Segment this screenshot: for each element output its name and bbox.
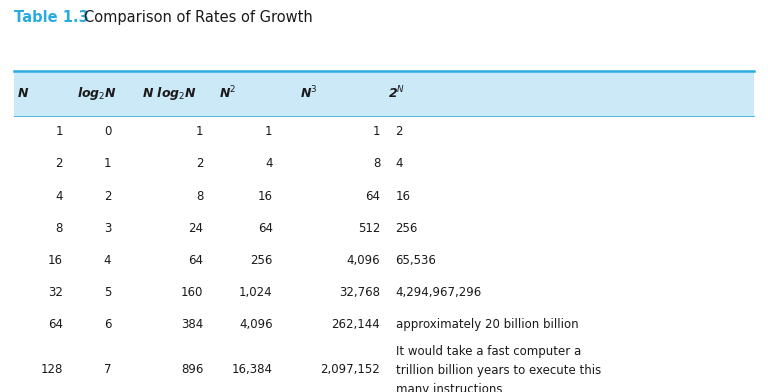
Text: 1: 1 [55,125,63,138]
Text: 6: 6 [104,318,111,331]
Text: 1: 1 [265,125,273,138]
Bar [14,71,754,116]
Text: 1: 1 [104,157,111,171]
Text: log$_2$N: log$_2$N [77,85,117,102]
Text: N$^3$: N$^3$ [300,85,317,102]
Text: 2: 2 [196,157,204,171]
Text: 256: 256 [250,254,273,267]
Text: 64: 64 [257,221,273,235]
Text: 2,097,152: 2,097,152 [320,363,380,376]
Text: 32,768: 32,768 [339,286,380,299]
Text: 4,096: 4,096 [346,254,380,267]
Text: 512: 512 [358,221,380,235]
Text: Comparison of Rates of Growth: Comparison of Rates of Growth [84,10,313,25]
Text: 4,096: 4,096 [239,318,273,331]
Text: 64: 64 [48,318,63,331]
Text: 160: 160 [181,286,204,299]
Text: 4: 4 [104,254,111,267]
Text: 0: 0 [104,125,111,138]
Text: 384: 384 [181,318,204,331]
Text: 4: 4 [55,189,63,203]
Text: 8: 8 [372,157,380,171]
Text: 128: 128 [41,363,63,376]
Text: 16: 16 [48,254,63,267]
Text: 256: 256 [396,221,418,235]
Text: 7: 7 [104,363,111,376]
Text: 5: 5 [104,286,111,299]
Text: Table 1.3: Table 1.3 [14,10,88,25]
Text: 2: 2 [104,189,111,203]
Text: N log$_2$N: N log$_2$N [142,85,197,102]
Text: 2$^N$: 2$^N$ [388,85,405,102]
Text: 262,144: 262,144 [332,318,380,331]
Text: 4: 4 [396,157,403,171]
Text: 2: 2 [55,157,63,171]
Text: N$^2$: N$^2$ [219,85,236,102]
Text: 32: 32 [48,286,63,299]
Text: 8: 8 [196,189,204,203]
Text: 1: 1 [196,125,204,138]
Text: 24: 24 [188,221,204,235]
Text: 1: 1 [372,125,380,138]
Text: 65,536: 65,536 [396,254,436,267]
Text: approximately 20 billion billion: approximately 20 billion billion [396,318,578,331]
Text: 1,024: 1,024 [239,286,273,299]
Text: N: N [18,87,28,100]
Text: 3: 3 [104,221,111,235]
Text: 4: 4 [265,157,273,171]
Text: 4,294,967,296: 4,294,967,296 [396,286,482,299]
Text: 64: 64 [188,254,204,267]
Text: 16,384: 16,384 [232,363,273,376]
Text: It would take a fast computer a
trillion billion years to execute this
many inst: It would take a fast computer a trillion… [396,345,601,392]
Text: 16: 16 [396,189,411,203]
Text: 2: 2 [396,125,403,138]
Text: 16: 16 [257,189,273,203]
Text: 8: 8 [55,221,63,235]
Text: 64: 64 [365,189,380,203]
Text: 896: 896 [181,363,204,376]
